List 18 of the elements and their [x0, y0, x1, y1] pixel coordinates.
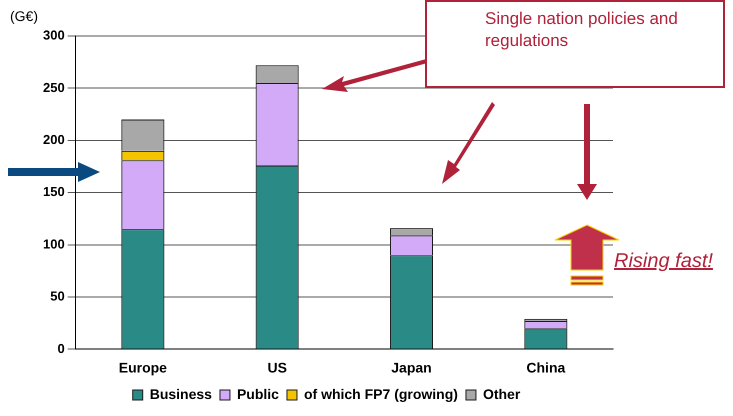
- y-tick-label: 200: [42, 132, 65, 147]
- x-tick-label: US: [267, 359, 287, 376]
- x-tick-label: Europe: [118, 359, 168, 376]
- legend-label: of which FP7 (growing): [304, 386, 458, 402]
- x-tick-label: China: [526, 359, 566, 376]
- y-axis-title: (G€): [10, 8, 38, 24]
- y-tick-label: 250: [42, 80, 65, 95]
- y-tick-label: 100: [42, 236, 65, 252]
- text: Rising fast!: [614, 250, 713, 273]
- annotation: Single nation policies and regulations: [485, 8, 679, 52]
- y-tick-label: 150: [42, 184, 65, 200]
- legend-label: Public: [236, 386, 280, 402]
- x-tick-label: Japan: [391, 359, 432, 376]
- legend-label: Other: [482, 386, 521, 402]
- y-tick-label: 300: [42, 28, 65, 43]
- y-tick-label: 0: [57, 340, 65, 356]
- y-tick-label: 50: [50, 288, 65, 304]
- legend-label: Business: [150, 386, 212, 402]
